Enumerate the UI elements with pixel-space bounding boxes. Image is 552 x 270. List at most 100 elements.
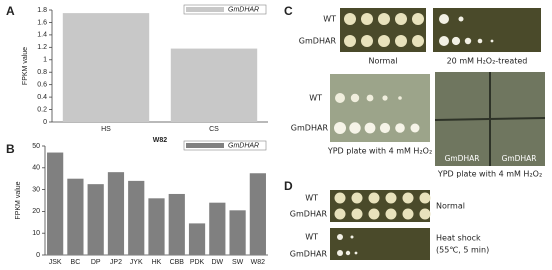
bar <box>62 13 150 122</box>
legend-label: GmDHAR <box>228 7 259 14</box>
colony <box>477 38 483 44</box>
colony <box>439 36 449 46</box>
row-label: WT <box>305 233 318 242</box>
colony <box>385 192 397 204</box>
bar <box>148 198 165 255</box>
colony <box>439 14 449 24</box>
x-tick-label: W82 <box>251 259 266 266</box>
panel-label: B <box>6 142 15 156</box>
colony <box>458 16 464 22</box>
colony <box>412 35 424 47</box>
bar <box>67 178 84 255</box>
photo-label: GmDHAR <box>445 154 480 163</box>
legend-swatch <box>186 143 224 148</box>
colony <box>354 251 358 255</box>
y-tick-label: 1.8 <box>37 7 47 14</box>
y-tick-label: 0.2 <box>37 106 47 113</box>
colony <box>334 208 346 220</box>
x-axis-label: W82 <box>153 137 168 144</box>
y-tick-label: 1.2 <box>37 44 47 51</box>
colony <box>345 250 351 256</box>
bar <box>107 172 125 255</box>
colony <box>337 250 343 256</box>
x-tick-label: DW <box>211 259 223 266</box>
legend-swatch <box>186 7 224 12</box>
y-axis-label: FPKM value <box>15 181 22 219</box>
bar <box>249 173 266 255</box>
bar <box>128 180 145 255</box>
colony <box>412 13 424 25</box>
x-tick-label: CS <box>209 126 219 133</box>
y-tick-label: 0.6 <box>37 82 47 89</box>
plate-photo <box>433 8 541 52</box>
colony <box>419 208 431 220</box>
condition-label: YPD plate with 4 mM H₂O₂ <box>327 147 432 156</box>
y-tick-label: 0.4 <box>37 94 47 101</box>
panel-label: C <box>284 4 293 18</box>
colony <box>334 192 346 204</box>
colony <box>395 35 407 47</box>
y-tick-label: 1.6 <box>37 19 47 26</box>
x-tick-label: SW <box>232 259 244 266</box>
colony <box>451 36 461 46</box>
bar <box>188 223 206 255</box>
panel-label: A <box>6 4 15 18</box>
colony <box>402 208 414 220</box>
photo-label: GmDHAR <box>502 154 537 163</box>
condition-label: Heat shock <box>436 234 481 243</box>
colony <box>385 208 397 220</box>
colony <box>351 192 363 204</box>
colony <box>350 93 360 103</box>
row-label: GmDHAR <box>299 37 337 46</box>
row-label: WT <box>305 194 318 203</box>
y-tick-label: 30 <box>32 186 40 193</box>
bar <box>209 202 226 255</box>
colony <box>382 95 388 101</box>
row-label: WT <box>323 15 336 24</box>
plate-photo <box>330 228 430 260</box>
colony <box>490 39 494 43</box>
x-tick-label: JYK <box>130 259 143 266</box>
condition-label: YPD plate with 4 mM H₂O₂ <box>437 170 542 179</box>
colony <box>344 35 356 47</box>
photos <box>330 8 546 260</box>
bar <box>87 184 104 255</box>
colony <box>464 37 472 45</box>
y-tick-label: 1.4 <box>37 32 47 39</box>
colony <box>364 122 376 134</box>
y-tick-label: 40 <box>32 165 40 172</box>
colony <box>419 192 431 204</box>
x-tick-label: CBB <box>170 259 185 266</box>
colony <box>398 96 402 100</box>
bar <box>47 152 64 255</box>
legend-label: GmDHAR <box>228 143 259 150</box>
colony <box>410 123 420 133</box>
colony <box>402 192 414 204</box>
x-tick-label: DP <box>91 259 101 266</box>
plate-photo <box>330 190 430 222</box>
colony <box>378 13 390 25</box>
x-tick-label: PDK <box>190 259 205 266</box>
colony <box>395 123 405 133</box>
condition-label: Normal <box>436 202 465 211</box>
colony <box>335 93 345 103</box>
colony <box>366 94 374 102</box>
x-tick-label: JSK <box>49 259 62 266</box>
y-tick-label: 20 <box>32 208 40 215</box>
y-tick-label: 0 <box>36 252 40 259</box>
row-label: GmDHAR <box>290 210 328 219</box>
colony <box>334 122 346 134</box>
row-label: GmDHAR <box>291 124 329 133</box>
row-label: GmDHAR <box>290 250 328 259</box>
colony <box>351 208 363 220</box>
legend-box <box>183 4 267 15</box>
colony <box>368 208 380 220</box>
colony <box>379 122 391 134</box>
colony <box>344 13 356 25</box>
y-tick-label: 50 <box>32 143 40 150</box>
y-axis-label: FPKM value <box>22 47 29 85</box>
y-tick-label: 10 <box>32 230 40 237</box>
y-tick-label: 0.8 <box>37 69 47 76</box>
condition-label: (55℃, 5 min) <box>436 246 489 255</box>
